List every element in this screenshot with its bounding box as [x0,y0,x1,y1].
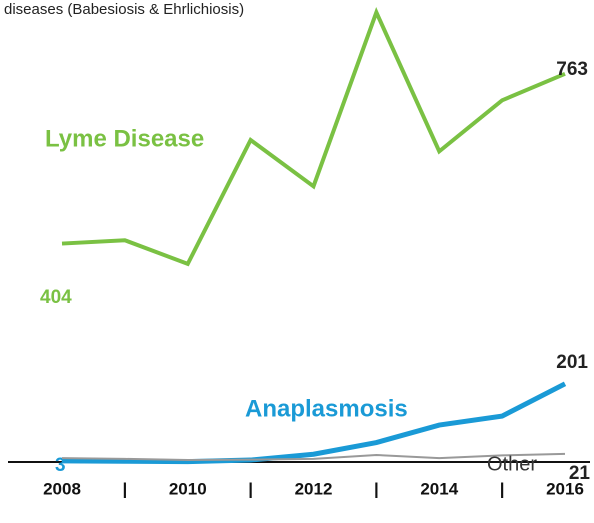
chart-subtitle: diseases (Babesiosis & Ehrlichiosis) [4,1,244,18]
x-tick-label: | [500,479,505,498]
x-tick-label: 2012 [295,479,333,498]
value-label: 763 [556,59,588,80]
x-tick-label: 2014 [420,479,458,498]
value-label: 404 [40,287,72,308]
series-line [61,452,566,462]
x-tick-label: | [374,479,379,498]
series-line [61,381,567,465]
x-tick-label: 2016 [546,479,584,498]
value-label: 3 [55,455,66,476]
x-tick-label: | [248,479,253,498]
series-label: Lyme Disease [45,125,204,152]
x-tick-label: | [122,479,127,498]
value-label: 201 [556,352,588,373]
series-line [61,7,566,267]
series-label: Anaplasmosis [245,395,408,422]
series-label: Other [487,453,537,475]
x-tick-label: 2008 [43,479,81,498]
x-tick-label: 2010 [169,479,207,498]
value-label: 21 [569,463,591,484]
